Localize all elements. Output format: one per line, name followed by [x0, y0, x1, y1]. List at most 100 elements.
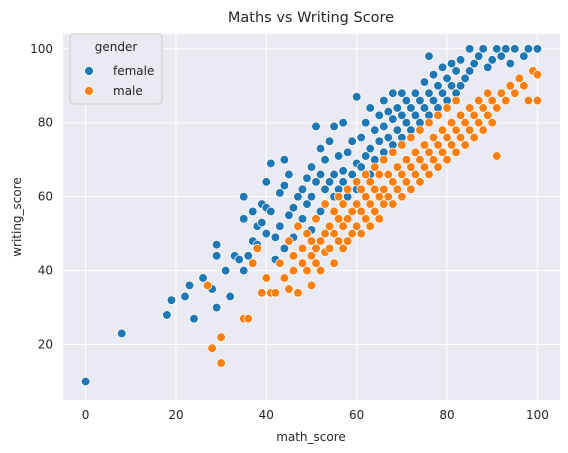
data-point-female — [329, 121, 339, 132]
data-point-female — [297, 184, 308, 194]
data-point-female — [257, 217, 267, 228]
data-point-male — [347, 206, 357, 217]
data-point-female — [397, 88, 407, 98]
data-point-female — [279, 155, 290, 165]
data-point-female — [365, 103, 375, 113]
data-point-male — [483, 88, 493, 98]
data-point-male — [460, 118, 470, 128]
data-point-female — [419, 103, 430, 113]
data-point-female — [519, 51, 529, 61]
data-point-female — [117, 328, 127, 339]
legend-marker-male — [84, 86, 94, 96]
data-point-male — [338, 199, 348, 209]
data-point-female — [496, 51, 506, 61]
data-point-female — [315, 143, 326, 154]
data-point-female — [180, 291, 190, 302]
data-point-female — [487, 55, 497, 65]
data-point-female — [306, 162, 317, 172]
data-point-female — [347, 136, 357, 146]
data-point-male — [424, 147, 434, 157]
data-point-female — [261, 228, 271, 239]
data-point-male — [496, 88, 506, 98]
chart-title: Maths vs Writing Score — [228, 10, 394, 26]
data-point-female — [311, 177, 321, 187]
data-point-male — [406, 132, 416, 143]
data-point-female — [275, 221, 285, 231]
data-point-female — [338, 166, 348, 176]
data-point-male — [455, 132, 466, 143]
data-point-male — [311, 214, 321, 224]
data-point-male — [306, 251, 317, 261]
data-point-male — [248, 258, 258, 268]
data-point-male — [356, 206, 366, 217]
data-point-female — [492, 44, 502, 54]
data-point-male — [361, 214, 371, 224]
legend-marker-female — [84, 66, 94, 76]
data-point-female — [424, 88, 434, 98]
y-tick-label: 80 — [38, 116, 53, 130]
data-point-male — [279, 273, 290, 283]
data-point-female — [239, 214, 249, 224]
data-point-male — [352, 199, 362, 209]
data-point-female — [505, 58, 515, 69]
data-point-male — [487, 118, 497, 128]
data-point-male — [207, 343, 217, 353]
legend-label-female: female — [113, 64, 154, 78]
y-tick-label: 40 — [38, 264, 53, 278]
data-point-female — [211, 251, 222, 261]
x-axis-label: math_score — [276, 430, 346, 444]
data-point-male — [347, 228, 357, 239]
data-point-male — [469, 110, 479, 120]
data-point-male — [478, 103, 488, 113]
data-point-female — [248, 206, 258, 217]
data-point-female — [446, 81, 457, 91]
data-point-male — [302, 228, 312, 239]
data-point-female — [374, 136, 384, 146]
data-point-female — [379, 95, 389, 106]
data-point-female — [446, 58, 457, 69]
data-point-female — [455, 55, 466, 65]
data-point-male — [324, 221, 335, 231]
x-tick-label: 40 — [259, 408, 274, 422]
data-point-male — [297, 258, 308, 268]
x-tick-label: 20 — [168, 408, 183, 422]
data-point-female — [293, 192, 303, 202]
data-point-male — [370, 184, 380, 194]
data-point-male — [275, 258, 285, 268]
data-point-male — [415, 125, 425, 135]
data-point-female — [338, 177, 348, 187]
data-point-male — [428, 155, 439, 165]
data-point-male — [338, 243, 348, 254]
data-point-male — [252, 243, 262, 254]
data-point-female — [370, 125, 380, 135]
data-point-female — [315, 206, 326, 217]
data-point-male — [284, 284, 294, 294]
data-point-female — [270, 232, 281, 242]
data-point-female — [374, 110, 384, 120]
data-point-female — [483, 62, 493, 72]
data-point-male — [311, 258, 321, 268]
legend-label-male: male — [113, 84, 143, 98]
data-point-female — [433, 81, 443, 91]
data-point-female — [397, 110, 407, 120]
data-point-female — [243, 251, 253, 261]
data-point-female — [352, 92, 362, 102]
data-point-female — [415, 95, 425, 106]
data-point-male — [379, 199, 389, 209]
data-point-male — [320, 228, 330, 239]
data-point-male — [424, 118, 434, 128]
data-point-male — [356, 228, 366, 239]
data-point-male — [442, 155, 452, 165]
data-point-male — [401, 155, 412, 165]
data-point-female — [184, 280, 195, 291]
legend: gender female male — [69, 33, 163, 105]
data-point-female — [239, 265, 249, 276]
data-point-male — [392, 184, 402, 194]
data-point-male — [352, 177, 362, 187]
data-point-male — [451, 125, 461, 135]
data-point-female — [275, 188, 285, 198]
data-point-male — [428, 132, 439, 143]
data-point-female — [424, 51, 434, 61]
data-point-male — [487, 95, 497, 106]
data-point-female — [324, 177, 335, 187]
